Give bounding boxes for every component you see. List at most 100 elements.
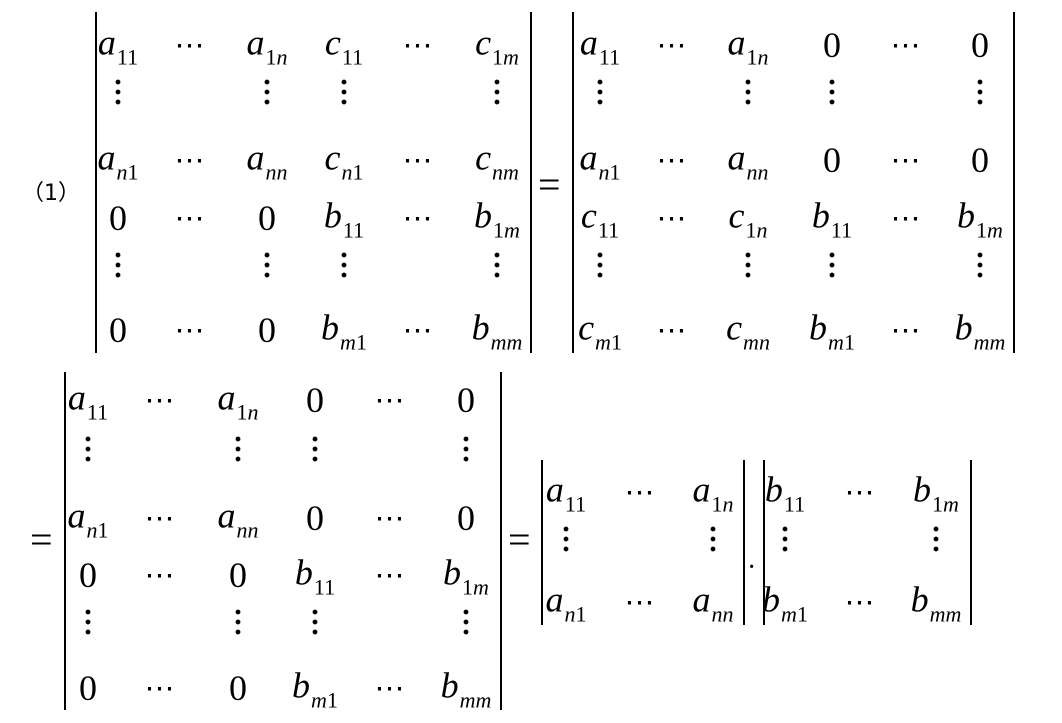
horizontal-dots: ⋯ — [844, 476, 876, 510]
matrix-entry: ⋯ — [375, 554, 406, 597]
subscript-char: 1 — [794, 491, 806, 517]
matrix-entry: b1m — [957, 196, 1003, 243]
matrix-entry: b11 — [324, 196, 364, 243]
matrix-entry: cnm — [475, 137, 519, 185]
subscript-char: m — [504, 217, 520, 243]
matrix-entry: 0 — [229, 555, 247, 595]
vertical-dots-icon — [310, 607, 320, 637]
entry-letter: c — [475, 137, 492, 178]
left-bar — [763, 460, 765, 625]
subscript-char: m — [503, 44, 519, 70]
horizontal-dots: ⋯ — [890, 144, 922, 178]
matrix-entry — [461, 605, 471, 645]
matrix-entry — [339, 75, 349, 115]
matrix-entry: 0 — [457, 380, 475, 420]
entry-letter: b — [910, 579, 929, 620]
matrix-entry: ⋯ — [375, 667, 406, 710]
matrix-entry: ⋯ — [403, 309, 434, 352]
entry-letter: c — [728, 195, 745, 236]
matrix-entry: bmm — [440, 665, 492, 713]
matrix-entry — [461, 432, 471, 472]
entry-zero: 0 — [258, 198, 276, 238]
horizontal-dots: ⋯ — [174, 314, 206, 348]
matrix-entry: 0 — [971, 140, 989, 180]
horizontal-dots: ⋯ — [402, 29, 434, 63]
horizontal-dots: ⋯ — [656, 144, 688, 178]
subscript-char: n — [276, 159, 288, 185]
entry-subscript: nn — [712, 602, 734, 627]
matrix-entry: b11 — [812, 196, 852, 243]
entry-letter: c — [324, 22, 341, 63]
matrix-entry — [708, 522, 718, 562]
horizontal-dots: ⋯ — [402, 202, 434, 236]
matrix-entry — [743, 75, 753, 115]
entry-letter: a — [727, 137, 746, 178]
vertical-dots-icon — [461, 607, 471, 637]
entry-letter: c — [578, 307, 595, 348]
matrix-entry: ⋯ — [891, 139, 922, 182]
subscript-char: 1 — [575, 491, 587, 517]
entry-subscript: 1n — [712, 492, 734, 517]
right-bar — [500, 372, 502, 710]
matrix-entry: c1n — [728, 195, 768, 243]
subscript-char: m — [503, 159, 519, 185]
matrix-entry: ⋯ — [175, 309, 206, 352]
matrix-entry — [743, 248, 753, 288]
horizontal-dots: ⋯ — [174, 202, 206, 236]
subscript-char: 1 — [116, 44, 128, 70]
entry-letter: a — [217, 495, 236, 536]
matrix-entry: 0 — [306, 380, 324, 420]
subscript-char: 1 — [236, 399, 248, 425]
subscript-char: n — [757, 159, 769, 185]
entry-subscript: m1 — [595, 330, 622, 355]
matrix-entry — [83, 432, 93, 472]
equation-label: （1） — [22, 181, 80, 206]
matrix-entry — [233, 605, 243, 645]
entry-zero: 0 — [306, 498, 324, 538]
subscript-char: n — [116, 159, 128, 185]
matrix-entry — [931, 522, 941, 562]
entry-subscript: nn — [237, 518, 259, 543]
entry-subscript: 1m — [462, 575, 489, 600]
matrix-entry — [113, 248, 123, 288]
entry-zero: 0 — [823, 140, 841, 180]
vertical-dots-icon — [461, 434, 471, 464]
matrix-entry: 0 — [109, 310, 127, 350]
subscript-char: 1 — [745, 217, 757, 243]
matrix-entry: ⋯ — [175, 197, 206, 240]
entry-zero: 0 — [971, 25, 989, 65]
matrix-entry — [233, 432, 243, 472]
right-bar — [1013, 12, 1015, 353]
subscript-char: m — [743, 329, 759, 355]
matrix-entry: 0 — [457, 498, 475, 538]
matrix-entry: b11 — [295, 553, 335, 600]
vertical-dots-icon — [339, 250, 349, 280]
subscript-char: 1 — [86, 399, 98, 425]
vertical-dots-icon — [827, 77, 837, 107]
subscript-char: n — [756, 217, 768, 243]
entry-subscript: 1n — [745, 218, 767, 243]
vertical-dots-icon — [83, 607, 93, 637]
subscript-char: 1 — [355, 329, 367, 355]
matrix-entry — [113, 75, 123, 115]
left-bar — [95, 12, 97, 353]
subscript-char: 1 — [932, 491, 944, 517]
matrix-entry: an1 — [546, 580, 587, 627]
matrix-entry — [339, 248, 349, 288]
subscript-char: n — [341, 159, 353, 185]
subscript-char: 1 — [598, 44, 610, 70]
subscript-char: 1 — [796, 601, 808, 627]
matrix-entry: ⋯ — [375, 497, 406, 540]
subscript-char: n — [492, 159, 504, 185]
entry-letter: b — [443, 552, 462, 593]
matrix-entry: an1 — [68, 496, 109, 543]
matrix-entry: 0 — [823, 140, 841, 180]
matrix-entry: an1 — [580, 138, 621, 185]
matrix-entry: ⋯ — [145, 497, 176, 540]
matrix-entry: b11 — [765, 470, 806, 517]
entry-zero: 0 — [457, 498, 475, 538]
right-bar — [743, 460, 745, 625]
entry-subscript: m1 — [828, 330, 855, 355]
subscript-char: n — [757, 44, 769, 70]
entry-letter: b — [440, 665, 459, 706]
